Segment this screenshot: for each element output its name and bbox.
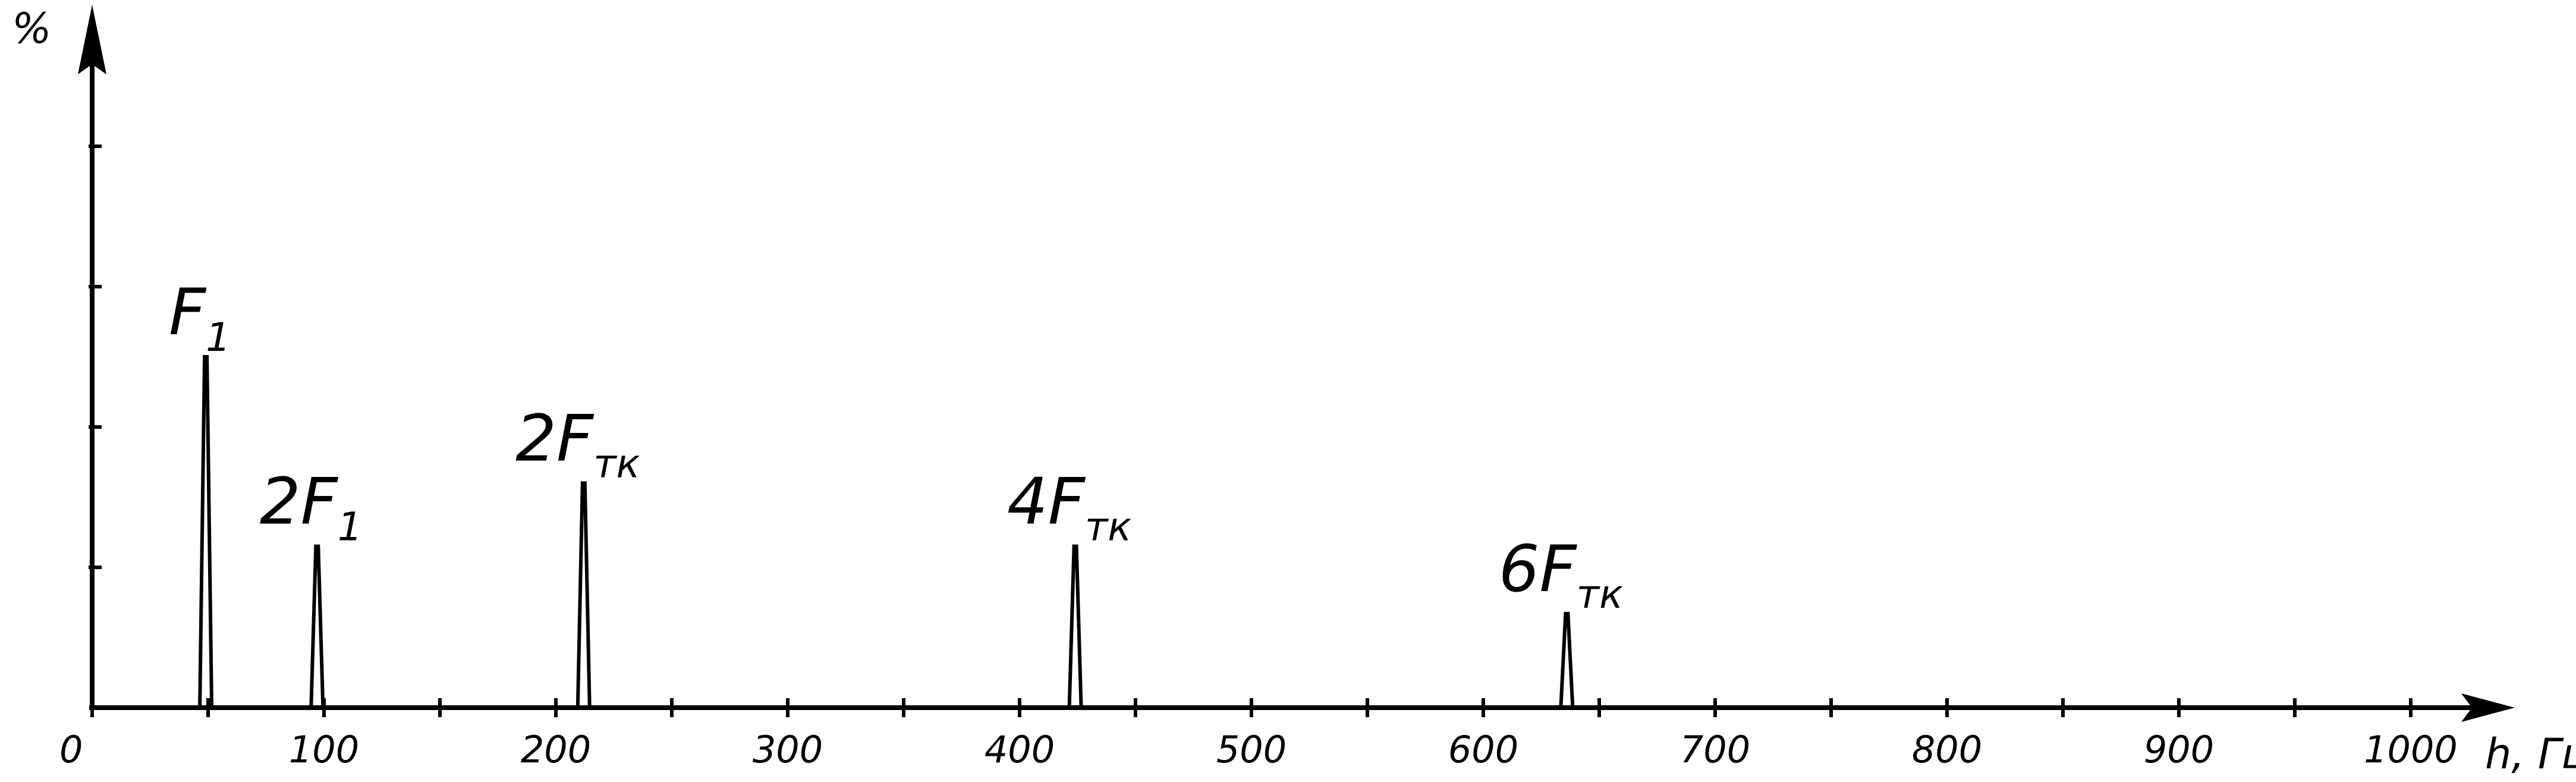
x-tick-label: 500 [1216, 728, 1287, 771]
peak-labels: F1 2F1 2Fтк 4Fтк 6Fтк [169, 275, 1623, 617]
x-tick-label: 700 [1680, 728, 1750, 771]
spectral-peak [198, 355, 214, 708]
spectral-peak [1559, 611, 1575, 708]
x-tick-label: 0 [59, 728, 83, 771]
x-tick-label: 100 [289, 728, 359, 771]
spectral-peak [1067, 544, 1083, 708]
peak-label: F1 [169, 275, 231, 360]
x-tick-label: 200 [521, 728, 591, 771]
peak-label-subscript: тк [1085, 504, 1131, 550]
y-axis-arrow-icon [78, 5, 106, 74]
x-tick-labels: 0 100 200 300 400 500 600 700 800 900 1000 [59, 728, 2458, 771]
x-axis-arrow-icon [2461, 693, 2515, 722]
peak-label: 2Fтк [515, 401, 640, 486]
x-tick-label: 400 [985, 728, 1055, 771]
peak-label-subscript: 1 [338, 504, 363, 550]
peak-label-subscript: 1 [206, 315, 231, 360]
x-tick-label: 1000 [2364, 728, 2458, 771]
peaks [198, 355, 1575, 708]
peak-label-subscript: тк [1577, 571, 1623, 617]
peak-label-subscript: тк [593, 441, 640, 486]
peak-label: 6Fтк [1499, 532, 1623, 617]
axes [78, 5, 2515, 722]
peak-label: 4Fтк [1007, 465, 1131, 550]
x-tick-label: 800 [1912, 728, 1982, 771]
x-tick-label: 900 [2144, 728, 2214, 771]
x-tick-label: 300 [753, 728, 823, 771]
x-axis-label: h, Гц [2485, 730, 2576, 778]
x-ticks [90, 698, 2413, 717]
y-ticks [89, 145, 102, 569]
spectral-peak [575, 481, 592, 708]
x-tick-label: 600 [1448, 728, 1518, 771]
peak-label: 2F1 [260, 465, 363, 550]
spectral-peak [309, 544, 325, 708]
y-axis-label: % [12, 4, 52, 53]
